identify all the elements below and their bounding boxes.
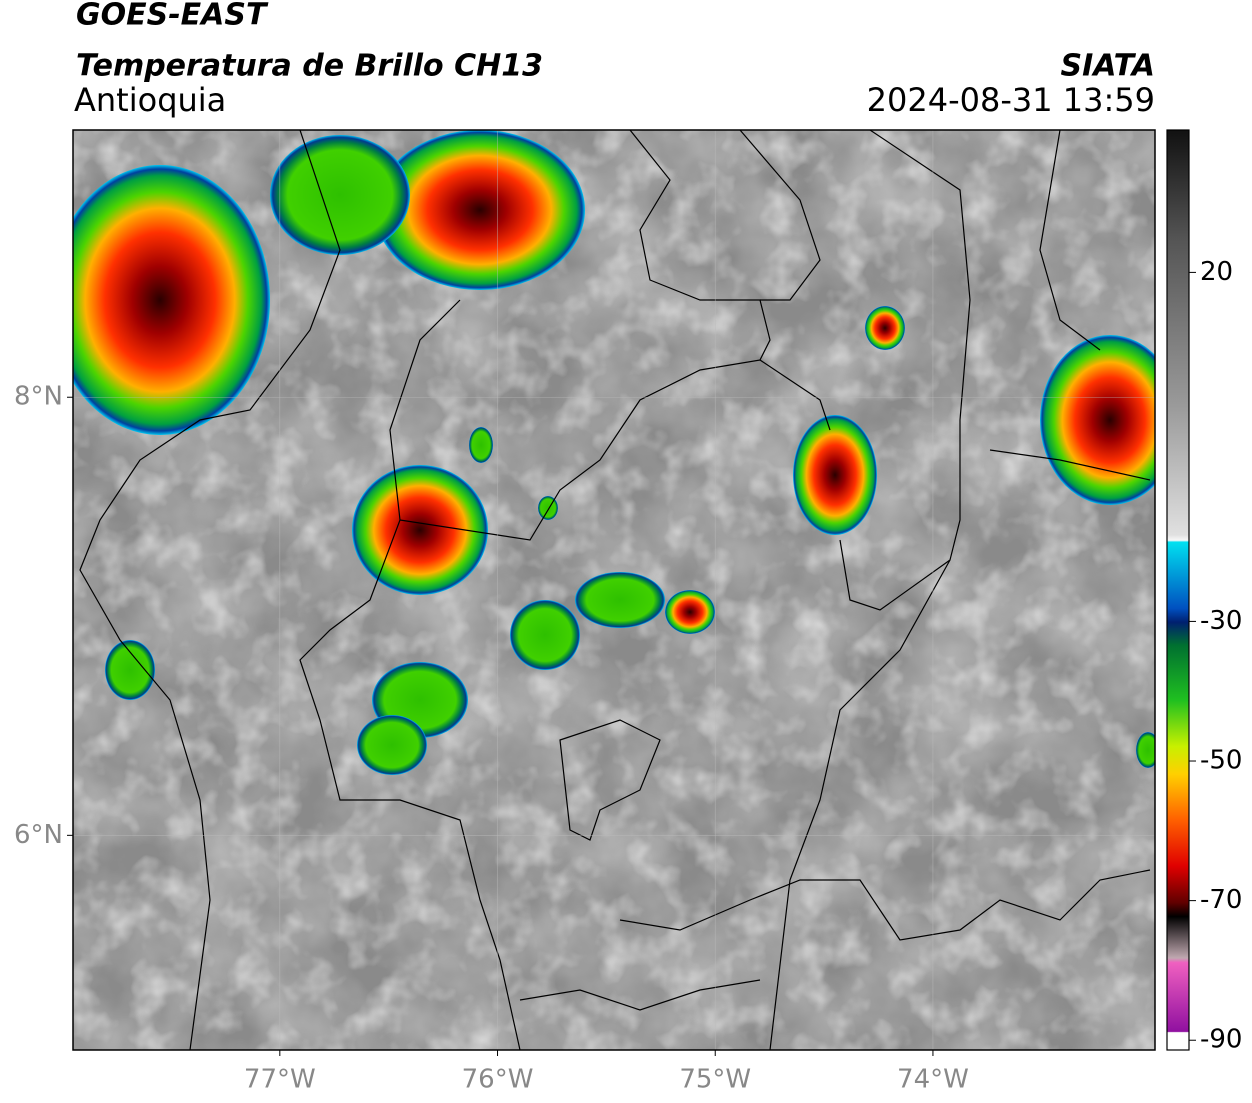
x-tick-label: 74°W xyxy=(897,1065,969,1095)
x-tick-label: 75°W xyxy=(679,1065,751,1095)
x-tick-label: 77°W xyxy=(244,1065,316,1095)
satellite-image xyxy=(73,130,1155,1050)
source: SIATA xyxy=(1061,49,1155,84)
region: Antioquia xyxy=(74,81,226,119)
colorbar-tick-label: 20 xyxy=(1200,257,1233,287)
datetime: 2024-08-31 13:59 xyxy=(867,81,1155,119)
y-tick-label: 6°N xyxy=(14,820,63,850)
colorbar-tick-label: -30 xyxy=(1200,606,1242,636)
graticule xyxy=(73,130,1155,1050)
subtitle: Temperatura de Brillo CH13 xyxy=(76,49,543,84)
y-tick-label: 8°N xyxy=(14,382,63,412)
colorbar-tick-label: -90 xyxy=(1200,1025,1242,1055)
colorbar-tick-label: -50 xyxy=(1200,746,1242,776)
title: GOES-EAST xyxy=(76,0,269,33)
map-frame xyxy=(72,129,1156,1051)
colorbar xyxy=(1166,129,1190,1051)
colorbar-tick-label: -70 xyxy=(1200,885,1242,915)
x-tick-label: 76°W xyxy=(462,1065,534,1095)
